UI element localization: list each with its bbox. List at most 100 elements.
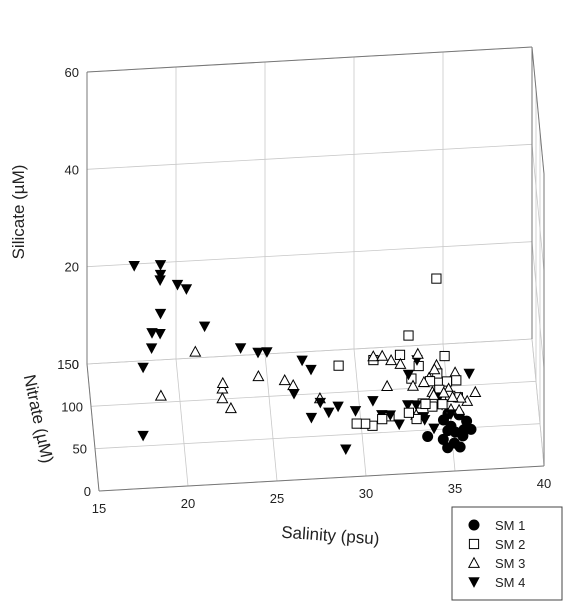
- data-point-sm2: [451, 375, 462, 386]
- data-point-sm2: [420, 398, 431, 410]
- data-point-sm2: [377, 414, 388, 425]
- data-point-sm4: [314, 397, 327, 409]
- z-tick-label: 40: [65, 162, 79, 177]
- data-point-sm2: [439, 350, 450, 362]
- data-point-sm3: [216, 376, 229, 388]
- axis-edge: [531, 46, 545, 175]
- z-tick-label: 60: [65, 65, 79, 80]
- data-point-sm4: [137, 362, 149, 374]
- grid-line: [353, 348, 367, 477]
- data-point-sm4: [146, 328, 158, 339]
- data-point-sm4: [340, 444, 352, 455]
- x-axis-title: Salinity (psu): [281, 523, 380, 549]
- data-point-sm2: [441, 376, 453, 387]
- data-points: [128, 260, 482, 455]
- legend-label-sm3: SM 3: [495, 556, 525, 571]
- data-point-sm4: [288, 388, 300, 400]
- data-point-sm4: [154, 308, 167, 320]
- x-tick-label: 15: [92, 501, 106, 516]
- data-point-sm3: [428, 363, 441, 375]
- data-point-sm4: [137, 430, 149, 442]
- data-point-sm4: [198, 321, 211, 333]
- grid-line: [175, 358, 189, 487]
- z-axis-title: Silicate (µM): [9, 165, 28, 260]
- data-point-sm4: [367, 396, 379, 407]
- data-point-sm4: [323, 407, 335, 419]
- legend-marker-sm1: [468, 519, 480, 531]
- data-point-sm4: [261, 347, 273, 358]
- data-point-sm4: [349, 406, 362, 417]
- data-point-sm4: [402, 369, 415, 381]
- data-point-sm3: [385, 353, 398, 366]
- axis-edge: [86, 46, 533, 73]
- data-point-sm2: [360, 418, 371, 429]
- y-tick-label: 0: [84, 484, 91, 499]
- y-tick-label: 150: [57, 357, 79, 372]
- data-point-sm3: [224, 401, 237, 414]
- data-point-sm4: [393, 419, 405, 431]
- data-point-sm1: [442, 442, 454, 454]
- data-point-sm2: [403, 407, 414, 418]
- data-point-sm3: [446, 390, 459, 402]
- data-point-sm4: [410, 400, 422, 411]
- axes-frame: [86, 46, 545, 492]
- y-axis-title: Nitrate (µM): [20, 373, 57, 465]
- data-point-sm2: [394, 349, 406, 360]
- legend-label-sm4: SM 4: [495, 575, 525, 590]
- data-point-sm2: [431, 273, 442, 284]
- data-point-sm4: [305, 364, 317, 376]
- data-point-sm2: [437, 399, 448, 410]
- z-tick-label: 0: [72, 357, 79, 372]
- data-point-sm3: [469, 385, 482, 397]
- x-tick-label: 30: [359, 486, 373, 501]
- z-tick-label: 20: [65, 260, 79, 275]
- data-point-sm3: [252, 369, 265, 382]
- data-point-sm4: [234, 343, 247, 354]
- data-point-sm3: [406, 379, 420, 391]
- data-point-sm2: [403, 330, 414, 341]
- data-point-sm1: [422, 431, 434, 443]
- legend-label-sm2: SM 2: [495, 537, 525, 552]
- data-point-sm3: [411, 347, 424, 359]
- x-tick-label: 35: [448, 481, 462, 496]
- data-point-sm3: [376, 349, 389, 361]
- data-point-sm1: [437, 414, 449, 426]
- grid-line: [86, 338, 533, 365]
- grid: [86, 46, 545, 492]
- data-point-sm4: [171, 279, 184, 291]
- x-tick-label: 20: [181, 496, 195, 511]
- data-point-sm4: [428, 423, 440, 435]
- data-point-sm4: [128, 261, 140, 272]
- data-point-sm3: [394, 357, 407, 369]
- data-point-sm3: [278, 373, 291, 386]
- data-point-sm4: [305, 412, 318, 424]
- axis-edge: [86, 363, 100, 492]
- data-point-sm4: [445, 409, 457, 420]
- x-tick-label: 40: [537, 476, 551, 491]
- grid-line: [531, 144, 545, 272]
- legend-label-sm1: SM 1: [495, 518, 525, 533]
- data-point-sm3: [367, 350, 380, 362]
- legend: SM 1 SM 2 SM 3 SM 4: [451, 506, 563, 601]
- data-point-sm4: [180, 284, 193, 295]
- data-point-sm4: [252, 347, 264, 359]
- data-point-sm2: [351, 418, 362, 429]
- data-point-sm3: [417, 375, 430, 388]
- data-point-sm4: [145, 343, 158, 354]
- data-point-sm4: [463, 368, 475, 380]
- data-point-sm4: [332, 401, 344, 413]
- data-point-sm4: [154, 328, 166, 340]
- data-point-sm4: [154, 260, 167, 271]
- grid-line: [264, 353, 278, 482]
- data-point-sm3: [189, 345, 202, 357]
- data-point-sm3: [216, 392, 229, 404]
- data-point-sm4: [418, 415, 431, 426]
- data-point-sm4: [384, 410, 397, 421]
- grid-line: [531, 338, 545, 467]
- data-point-sm4: [296, 355, 308, 367]
- grid-line: [86, 143, 533, 170]
- data-point-sm4: [154, 269, 167, 281]
- data-point-sm3: [454, 391, 467, 403]
